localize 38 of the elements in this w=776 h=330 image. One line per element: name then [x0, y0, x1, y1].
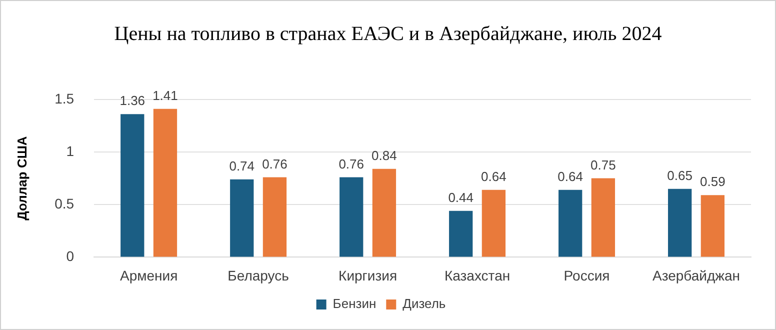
- bar: [340, 177, 364, 257]
- y-tick-label: 0: [66, 248, 74, 264]
- data-label: 0.65: [667, 168, 692, 183]
- bar: [120, 114, 144, 257]
- bar: [668, 188, 692, 257]
- y-tick-label: 0.5: [54, 195, 74, 212]
- bar: [372, 168, 396, 257]
- x-tick-label: Казахстан: [444, 267, 510, 284]
- chart-title: Цены на топливо в странах ЕАЭС и в Азербайджане, июль 2024: [113, 23, 663, 46]
- data-label: 0.64: [558, 168, 583, 184]
- data-label: 0.74: [229, 158, 255, 174]
- x-tick-label: Азербайджан: [652, 267, 740, 284]
- y-tick-label: 1.5: [54, 90, 74, 106]
- data-label: 0.76: [338, 156, 364, 172]
- bar: [153, 108, 178, 257]
- bar: [558, 190, 582, 257]
- data-label: 1.36: [120, 93, 146, 108]
- data-label: 0.44: [448, 190, 474, 205]
- data-label: 0.75: [590, 157, 616, 172]
- legend-label: Бензин: [332, 296, 376, 312]
- bar: [700, 195, 725, 257]
- data-label: 1.41: [152, 88, 178, 103]
- x-tick-label: Киргизия: [338, 267, 398, 284]
- data-label: 0.59: [700, 174, 726, 190]
- x-tick-label: Армения: [120, 267, 178, 284]
- data-label: 0.84: [372, 148, 397, 163]
- y-tick-label: 1: [66, 142, 74, 159]
- bar: [230, 179, 254, 257]
- bar: [449, 210, 473, 257]
- data-label: 0.64: [481, 168, 506, 184]
- bar: [591, 178, 616, 257]
- y-axis-title: Доллар США: [14, 136, 30, 220]
- data-label: 0.76: [262, 156, 288, 172]
- bar: [482, 190, 506, 257]
- x-tick-label: Россия: [564, 267, 610, 284]
- bar: [262, 177, 287, 257]
- x-tick-label: Беларусь: [228, 267, 289, 284]
- legend-label: Дизель: [402, 296, 446, 312]
